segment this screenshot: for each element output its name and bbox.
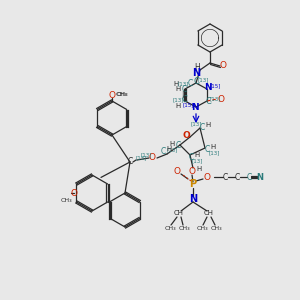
Text: O: O [188,167,196,176]
Text: N: N [191,103,199,112]
Text: [13]: [13] [208,151,220,155]
Text: C: C [222,172,228,182]
Text: CH: CH [174,210,184,216]
Text: O: O [218,94,224,103]
Text: [13]: [13] [172,98,184,103]
Text: H: H [194,152,200,158]
Text: CH₃: CH₃ [178,226,190,230]
Text: C: C [188,152,194,161]
Text: C: C [204,145,210,154]
Text: H: H [196,166,202,172]
Text: H: H [173,81,178,87]
Text: H: H [169,141,175,147]
Text: H: H [176,86,181,92]
Text: O: O [173,167,181,176]
Text: H: H [194,64,200,73]
Text: CH₃: CH₃ [164,226,176,230]
Text: C: C [176,142,181,151]
Text: CH₃: CH₃ [60,197,72,202]
Text: P: P [189,179,197,189]
Text: C: C [181,95,187,104]
Text: CH₃: CH₃ [116,92,128,98]
Text: N: N [192,68,200,78]
Text: CH₃: CH₃ [210,226,222,230]
Text: [13]: [13] [135,155,147,160]
Text: [13]: [13] [209,97,221,101]
Text: [13]: [13] [166,148,178,152]
Text: C: C [182,85,187,94]
Text: C: C [188,80,193,88]
Text: [13]: [13] [197,77,209,83]
Text: N: N [256,172,263,182]
Text: N: N [204,83,212,92]
Text: H: H [210,144,216,150]
Text: C: C [200,122,205,131]
Text: C: C [193,77,199,86]
Text: O: O [182,131,190,140]
Text: H: H [176,103,181,109]
Text: [13]: [13] [190,122,202,127]
Text: [13]: [13] [177,82,189,86]
Text: [15]: [15] [209,83,221,88]
Text: C: C [205,97,211,106]
Text: CH: CH [204,210,214,216]
Text: O: O [203,172,211,182]
Text: C: C [160,148,166,157]
Text: O: O [109,91,116,100]
Text: ||: || [181,92,185,98]
Text: N: N [189,194,197,204]
Text: H: H [206,122,211,128]
Text: O: O [220,61,226,70]
Text: O: O [70,188,77,197]
Text: C: C [234,172,240,182]
Text: C: C [128,158,133,166]
Text: CH₃: CH₃ [196,226,208,230]
Text: [13]: [13] [191,158,203,164]
Text: O: O [148,152,155,161]
Text: CH₃: CH₃ [115,92,127,98]
Text: [15]: [15] [182,103,194,107]
Text: H: H [167,146,172,152]
Text: [13]: [13] [140,152,152,158]
Text: C: C [246,172,252,182]
